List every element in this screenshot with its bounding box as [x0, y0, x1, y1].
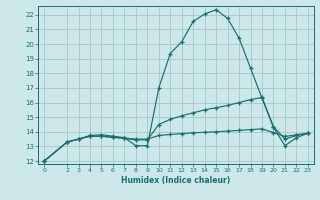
X-axis label: Humidex (Indice chaleur): Humidex (Indice chaleur): [121, 176, 231, 185]
